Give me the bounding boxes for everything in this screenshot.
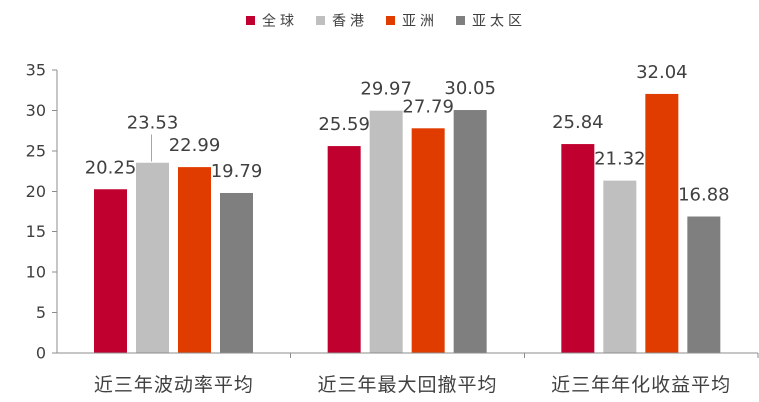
bar [645, 93, 679, 353]
data-label: 16.88 [678, 185, 730, 206]
data-label: 19.79 [211, 161, 263, 182]
legend-swatch [456, 16, 465, 25]
data-label: 29.97 [360, 79, 412, 100]
y-tick-label: 0 [36, 344, 46, 363]
data-label: 25.59 [318, 114, 370, 135]
data-label: 30.05 [444, 78, 496, 99]
data-label: 20.25 [85, 157, 137, 178]
legend: 全球 香港 亚洲 亚太区 [246, 13, 526, 30]
data-label: 22.99 [169, 135, 221, 156]
bar [220, 192, 253, 353]
y-tick-label: 35 [26, 61, 46, 80]
bar [327, 146, 361, 353]
data-label: 21.32 [594, 149, 646, 170]
bar [94, 189, 127, 353]
y-tick-label: 10 [26, 263, 46, 282]
bar [561, 144, 595, 353]
y-tick-label: 20 [26, 182, 46, 201]
legend-label: 亚太区 [472, 14, 526, 30]
y-tick-label: 25 [26, 141, 46, 160]
bar [453, 110, 487, 353]
bar [687, 216, 721, 353]
bar [411, 128, 445, 353]
data-label: 25.84 [552, 112, 604, 133]
x-category-label: 近三年最大回撤平均 [317, 374, 497, 396]
legend-swatch [386, 16, 395, 25]
bar [178, 167, 211, 353]
bar [369, 110, 403, 353]
x-category-label: 近三年年化收益平均 [551, 374, 731, 396]
legend-swatch [246, 16, 255, 25]
legend-label: 香港 [332, 14, 368, 30]
data-labels-group: 20.25 25.59 25.84 23.53 29.97 21.32 22.99 27.79… [85, 62, 730, 206]
x-category-label: 近三年波动率平均 [94, 374, 254, 396]
legend-label: 全球 [262, 13, 298, 30]
bar [603, 180, 637, 353]
bar-series-group [94, 93, 721, 353]
bar [136, 162, 169, 353]
y-tick-label: 5 [36, 303, 46, 322]
legend-label: 亚洲 [402, 14, 438, 30]
data-label: 32.04 [636, 62, 688, 83]
y-tick-label: 30 [26, 101, 46, 120]
data-label: 23.53 [127, 113, 179, 134]
y-tick-label: 15 [26, 222, 46, 241]
data-label: 27.79 [402, 96, 454, 117]
axes: 0 5 10 15 20 25 30 35 近三年波动率平均 近三年最大回撤平均 近三年年化收益平均 [26, 61, 759, 396]
legend-swatch [316, 16, 325, 25]
